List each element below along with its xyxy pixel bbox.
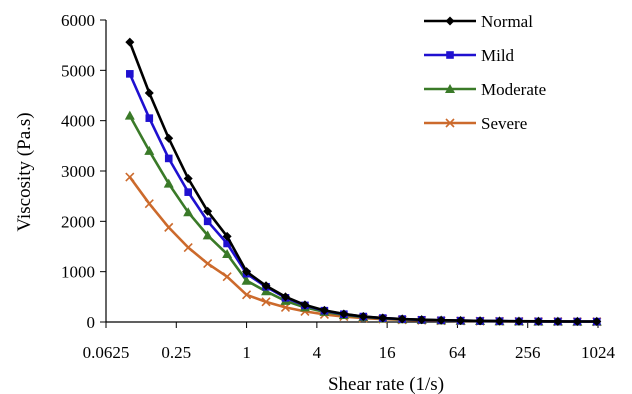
legend-item: Moderate: [424, 80, 546, 99]
data-point: [417, 315, 427, 325]
data-point: [183, 207, 194, 217]
data-point: [184, 188, 192, 196]
series-moderate: [124, 110, 602, 326]
data-point: [378, 313, 388, 323]
legend-label: Moderate: [481, 80, 546, 99]
data-point: [163, 178, 174, 188]
series-mild: [126, 70, 601, 326]
data-point: [572, 316, 582, 326]
data-point: [125, 37, 135, 47]
data-point: [242, 267, 252, 277]
data-point: [144, 88, 154, 98]
data-point: [592, 317, 602, 327]
data-point: [241, 275, 252, 285]
data-point: [164, 133, 174, 143]
data-point: [533, 316, 543, 326]
data-point: [456, 316, 466, 326]
data-point: [242, 290, 252, 300]
x-tick-label: 0.25: [161, 343, 191, 362]
x-marker-stroke: [222, 272, 232, 282]
x-tick-label: 256: [515, 343, 541, 362]
legend: Normal Mild Moderate Severe: [424, 12, 546, 133]
data-point: [397, 314, 407, 324]
y-tick-label: 2000: [61, 212, 95, 231]
legend-label: Normal: [481, 12, 533, 31]
x-tick-label: 64: [449, 343, 467, 362]
data-point: [144, 145, 155, 155]
legend-marker: [446, 51, 454, 59]
x-marker-stroke: [164, 222, 174, 232]
legend-item: Severe: [424, 114, 527, 133]
data-point: [300, 300, 310, 310]
x-marker-stroke: [203, 259, 213, 269]
data-point: [126, 70, 134, 78]
legend-label: Mild: [481, 46, 515, 65]
x-marker-stroke: [183, 242, 193, 253]
y-tick-label: 0: [87, 313, 96, 332]
x-marker-stroke: [144, 199, 154, 209]
x-marker-stroke: [261, 297, 271, 307]
legend-marker: [445, 16, 455, 26]
series-line: [128, 114, 597, 323]
data-point: [222, 249, 233, 259]
x-axis-title: Shear rate (1/s): [328, 374, 444, 394]
x-tick-label: 16: [379, 343, 396, 362]
data-point: [203, 206, 213, 216]
y-axis-title: Viscosity (Pa.s): [14, 112, 35, 231]
data-point: [261, 297, 271, 307]
legend-item: Mild: [424, 46, 515, 65]
y-tick-label: 6000: [61, 11, 95, 30]
data-point: [553, 316, 563, 326]
x-tick-label: 4: [313, 343, 322, 362]
x-marker-stroke: [445, 118, 455, 128]
data-point: [183, 242, 193, 253]
data-point: [164, 154, 173, 163]
data-point: [261, 286, 272, 296]
series-layer: [124, 37, 602, 327]
data-point: [124, 110, 135, 120]
data-point: [183, 174, 193, 184]
legend-label: Severe: [481, 114, 527, 133]
data-point: [202, 230, 213, 240]
x-marker-stroke: [125, 172, 135, 182]
data-point: [203, 259, 213, 269]
data-point: [223, 239, 231, 248]
y-tick-label: 1000: [61, 263, 95, 282]
data-point: [319, 305, 329, 315]
data-point: [144, 199, 154, 209]
x-tick-label: 1024: [581, 343, 616, 362]
data-point: [358, 311, 368, 321]
legend-item: Normal: [424, 12, 533, 31]
data-point: [145, 114, 154, 122]
legend-marker: [445, 84, 455, 93]
data-point: [164, 222, 174, 232]
x-axis-ticks: 0.0625 0.25 1 4 16 64 256 1024: [83, 322, 616, 362]
axes: [105, 20, 598, 323]
data-point: [495, 316, 505, 326]
y-tick-label: 4000: [61, 112, 95, 131]
data-point: [203, 217, 212, 226]
data-point: [261, 281, 271, 291]
data-point: [222, 231, 232, 241]
data-point: [222, 272, 232, 282]
data-point: [436, 315, 446, 325]
data-point: [280, 292, 290, 302]
data-point: [125, 172, 135, 182]
x-tick-label: 0.0625: [83, 343, 130, 362]
data-point: [514, 316, 524, 326]
y-tick-label: 5000: [61, 61, 95, 80]
y-tick-label: 3000: [61, 162, 95, 181]
x-marker-stroke: [242, 290, 252, 300]
series-normal: [125, 37, 602, 327]
data-point: [475, 316, 485, 326]
data-point: [339, 309, 349, 319]
x-tick-label: 1: [242, 343, 251, 362]
y-axis-ticks: 0 1000 2000 3000 4000 5000 6000: [61, 11, 106, 332]
legend-marker: [445, 118, 455, 128]
